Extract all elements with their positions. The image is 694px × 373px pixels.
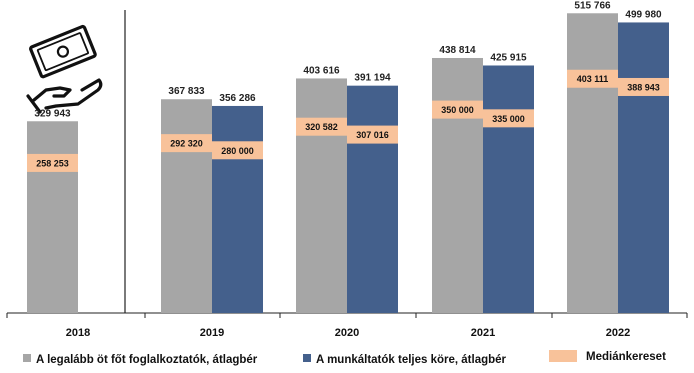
- median-label-2018-series-1: 258 253: [36, 158, 69, 168]
- legend-swatch-teljes-kor: [303, 354, 311, 362]
- x-axis-labels: 2018 2019 2020 2021 2022: [66, 327, 630, 339]
- x-tick-label-2019: 2019: [200, 327, 224, 339]
- x-tick-label-2022: 2022: [606, 327, 630, 339]
- bars-group: 329 943 258 253 367 833 292 320 356 286 280 0…: [27, 0, 669, 314]
- bar-2021-series-2: [483, 65, 534, 314]
- legend-label-teljes-kor: A munkáltatók teljes köre, átlagbér: [316, 354, 507, 366]
- median-label-2019-series-2: 280 000: [221, 146, 254, 156]
- median-label-2020-series-2: 307 016: [356, 130, 389, 140]
- bar-2020-series-2: [347, 85, 398, 314]
- median-marker-2021-series-1: [432, 100, 483, 119]
- value-label-2020-series-2: 391 194: [354, 73, 391, 84]
- median-label-2021-series-1: 350 000: [441, 105, 474, 115]
- median-label-2021-series-2: 335 000: [492, 114, 525, 124]
- legend: A legalább öt főt foglalkoztatók, átlagb…: [23, 350, 666, 366]
- value-label-2018-series-1: 329 943: [34, 108, 71, 119]
- bar-2020-series-1: [296, 78, 347, 313]
- median-marker-2019-series-2: [212, 141, 263, 160]
- median-marker-2019-series-1: [161, 134, 212, 153]
- x-tick-label-2021: 2021: [471, 327, 495, 339]
- value-label-2019-series-2: 356 286: [219, 93, 256, 104]
- median-marker-2018-series-1: [27, 153, 78, 172]
- median-marker-2020-series-2: [347, 125, 398, 144]
- value-label-2022-series-1: 515 766: [574, 0, 611, 11]
- legend-swatch-legalabb-ot-fo: [23, 354, 31, 362]
- x-tick-label-2020: 2020: [335, 327, 359, 339]
- legend-label-mediankereset: Mediánkereset: [586, 351, 666, 363]
- value-label-2022-series-2: 499 980: [625, 9, 662, 20]
- bar-2019-series-2: [212, 105, 263, 313]
- median-marker-2021-series-2: [483, 109, 534, 128]
- median-label-2019-series-1: 292 320: [170, 139, 203, 149]
- median-label-2020-series-1: 320 582: [305, 122, 338, 132]
- money-hand-icon: [26, 24, 103, 114]
- legend-swatch-mediankereset: [549, 350, 577, 362]
- median-marker-2020-series-1: [296, 117, 347, 136]
- value-label-2019-series-1: 367 833: [168, 86, 205, 97]
- x-axis-ticks: [6, 313, 688, 318]
- bar-2018-series-1: [27, 121, 78, 313]
- value-label-2021-series-2: 425 915: [490, 52, 527, 63]
- median-marker-2022-series-1: [567, 69, 618, 88]
- value-label-2020-series-1: 403 616: [303, 65, 340, 76]
- value-label-2021-series-1: 438 814: [439, 45, 476, 56]
- median-marker-2022-series-2: [618, 77, 669, 96]
- bar-2021-series-1: [432, 57, 483, 314]
- bar-2022-series-1: [567, 13, 618, 314]
- bar-2019-series-1: [161, 99, 212, 313]
- x-tick-label-2018: 2018: [66, 327, 90, 339]
- median-label-2022-series-1: 403 111: [577, 74, 609, 84]
- legend-label-legalabb-ot-fo: A legalább öt főt foglalkoztatók, átlagb…: [36, 354, 258, 366]
- median-label-2022-series-2: 388 943: [627, 82, 660, 92]
- bar-2022-series-2: [618, 22, 669, 313]
